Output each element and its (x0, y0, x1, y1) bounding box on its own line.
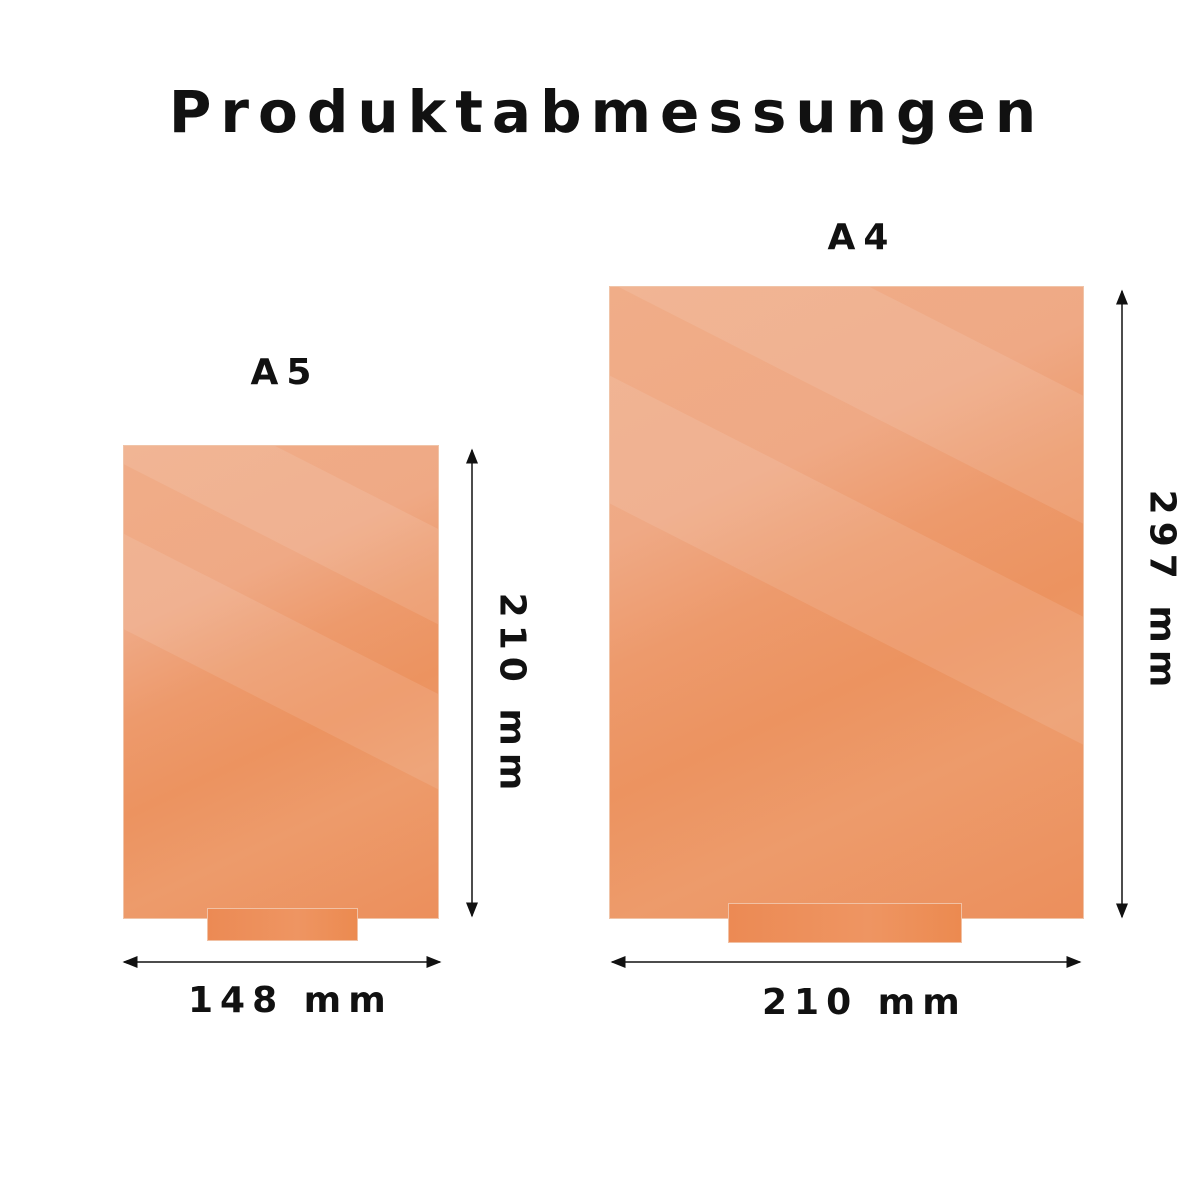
a5-board (123, 445, 439, 919)
a5-label: A5 (250, 352, 320, 393)
a4-width-label: 210 mm (762, 982, 967, 1023)
a5-height-label: 210 mm (491, 592, 533, 798)
a5-width-label: 148 mm (188, 980, 393, 1021)
a5-stand-base (207, 908, 358, 941)
a4-board (609, 286, 1084, 919)
a4-label: A4 (827, 217, 897, 258)
a4-height-label: 297 mm (1141, 489, 1183, 695)
a4-stand-base (728, 903, 962, 943)
page-title: Produktabmessungen (168, 78, 1046, 146)
